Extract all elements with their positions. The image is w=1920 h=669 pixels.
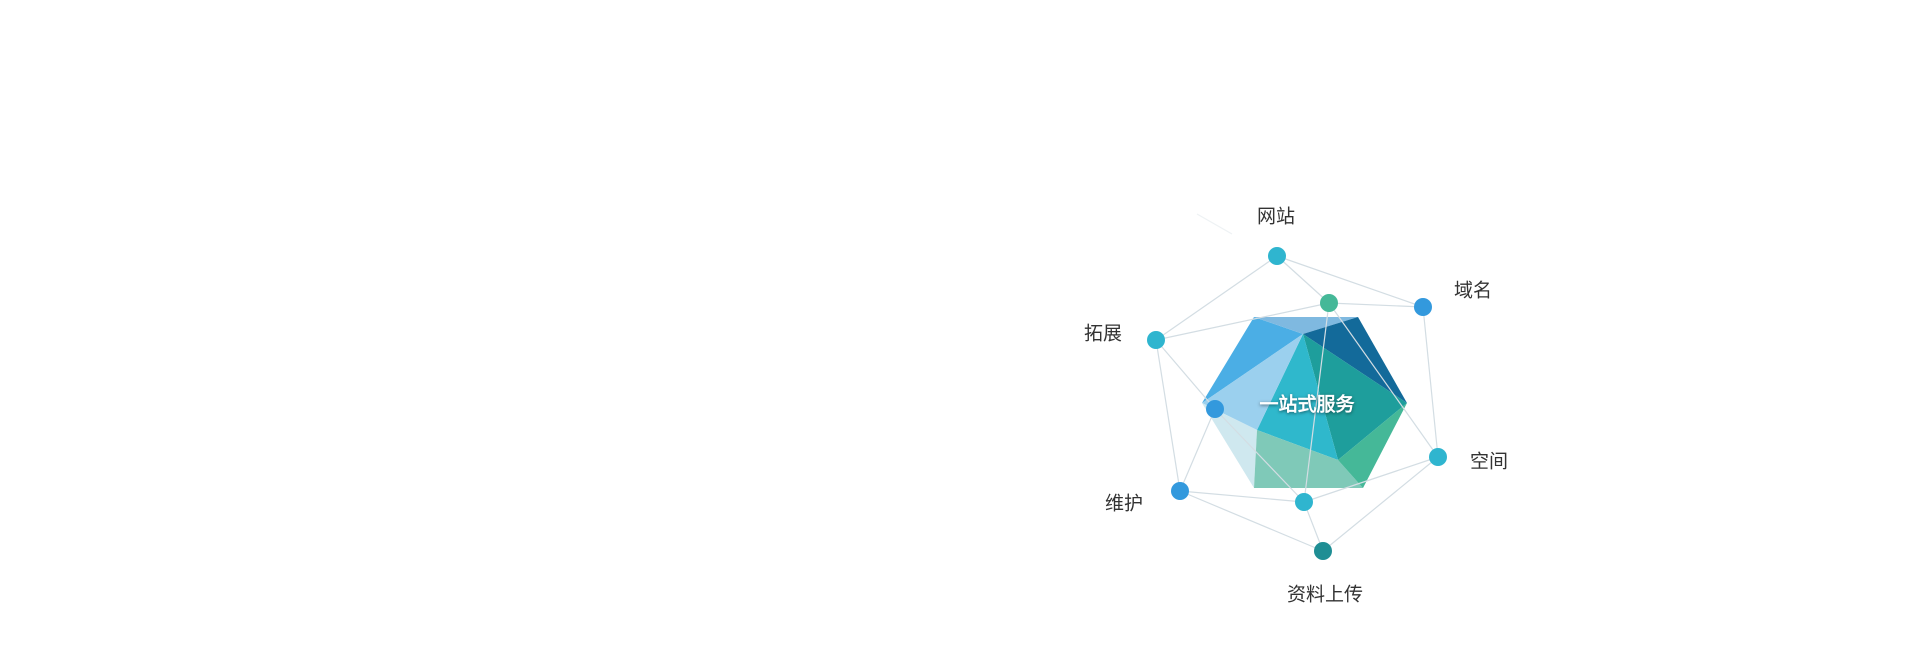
- hex-facet: [1303, 334, 1407, 460]
- label-maintain: 维护: [1104, 492, 1144, 515]
- connector-line: [1422, 306, 1439, 458]
- node-d: [1414, 298, 1432, 316]
- connector-line: [1179, 490, 1324, 552]
- faint-line: [1196, 213, 1233, 235]
- label-space: 空间: [1469, 450, 1509, 473]
- hex-facet: [1257, 334, 1338, 460]
- connector-line: [1303, 302, 1330, 503]
- connector-line: [1155, 339, 1216, 410]
- node-v: [1171, 482, 1189, 500]
- inner-node: [1295, 493, 1313, 511]
- center-label: 一站式服务: [1259, 393, 1355, 416]
- hex-facet: [1202, 334, 1303, 430]
- connector-line: [1303, 456, 1439, 503]
- label-expand: 拓展: [1083, 322, 1123, 345]
- hex-facet: [1202, 403, 1257, 488]
- hex-facet: [1254, 317, 1358, 334]
- label-upload: 资料上传: [1286, 583, 1364, 606]
- connector-line: [1276, 255, 1424, 308]
- label-domain: 域名: [1453, 279, 1493, 302]
- connector-line: [1214, 408, 1305, 503]
- hexagon-facets: [1202, 317, 1407, 488]
- hex-facet: [1254, 430, 1363, 488]
- node-t: [1147, 331, 1165, 349]
- connector-line: [1155, 302, 1330, 341]
- hex-facet: [1202, 317, 1303, 403]
- node-s: [1429, 448, 1447, 466]
- node-w: [1268, 247, 1286, 265]
- connector-line: [1328, 302, 1424, 308]
- hex-facet: [1303, 317, 1407, 403]
- connector-line: [1179, 490, 1305, 503]
- inner-node: [1206, 400, 1224, 418]
- connector-line: [1155, 255, 1278, 341]
- hex-facet: [1338, 403, 1407, 488]
- connector-line: [1328, 302, 1439, 458]
- connector-line: [1155, 339, 1181, 492]
- connector-line: [1322, 456, 1439, 552]
- network-nodes: [1147, 247, 1447, 560]
- connector-line: [1179, 408, 1216, 492]
- connector-lines: [1155, 213, 1439, 552]
- connector-line: [1276, 255, 1330, 304]
- label-website: 网站: [1256, 205, 1296, 228]
- inner-node: [1320, 294, 1338, 312]
- node-b: [1314, 542, 1332, 560]
